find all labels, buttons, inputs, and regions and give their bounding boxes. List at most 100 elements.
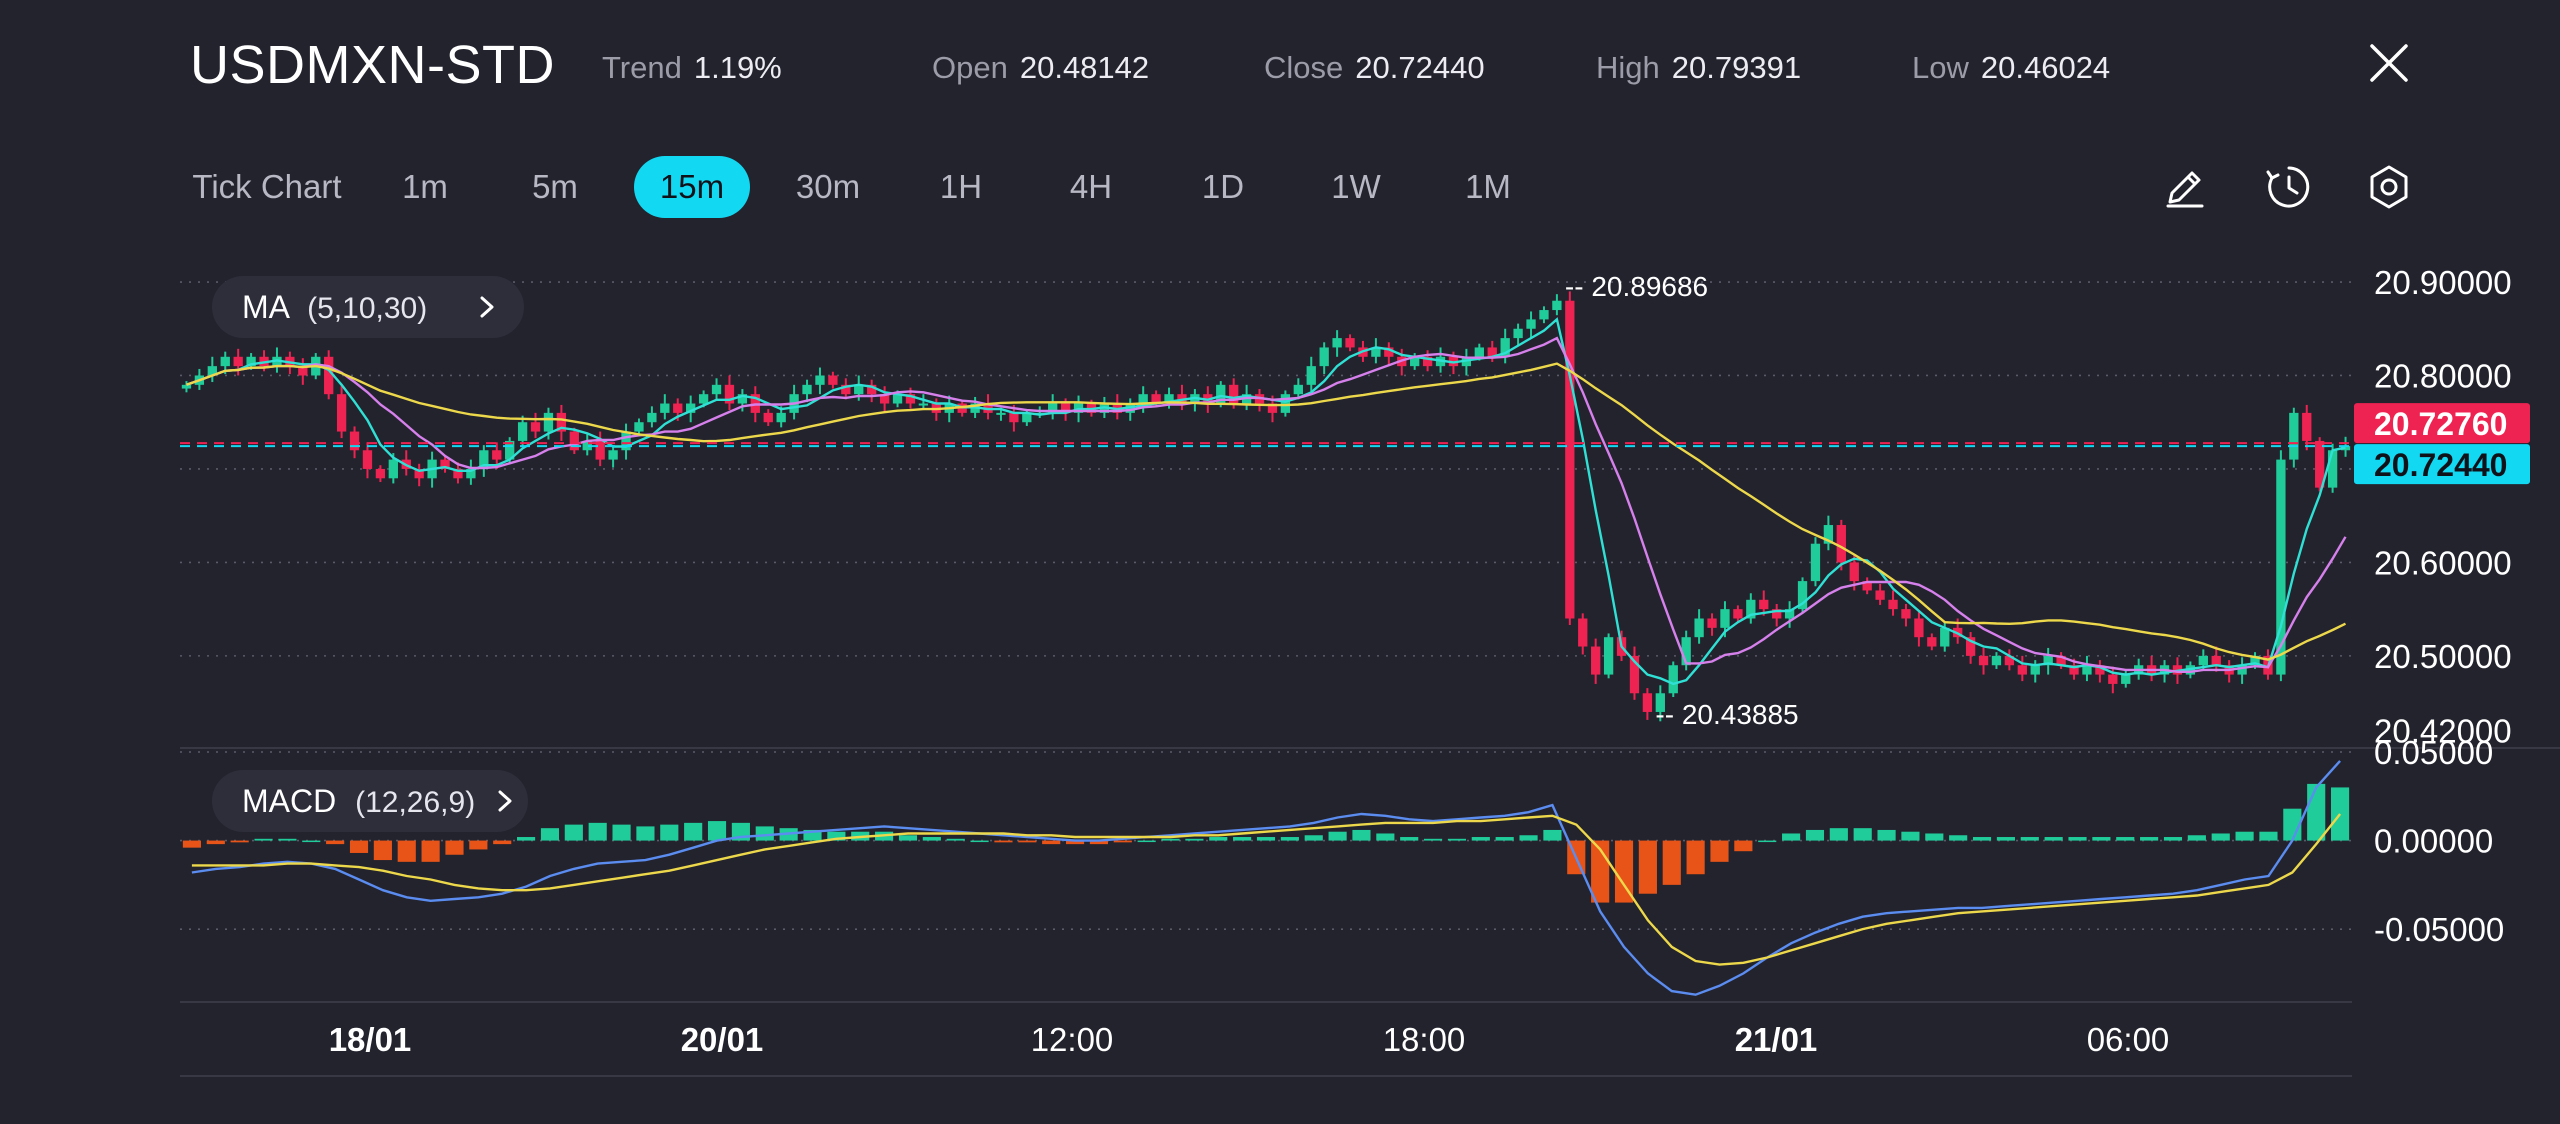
candle-body <box>698 394 709 404</box>
candle-body <box>569 431 579 451</box>
price-tag-down-bg <box>2354 403 2530 444</box>
candle-body <box>530 422 541 432</box>
price-high-annotation: -- 20.89686 <box>1565 271 1708 302</box>
macd-histogram-bar <box>2187 835 2206 841</box>
candle-body <box>1474 347 1484 357</box>
macd-histogram-bar <box>206 840 225 845</box>
candle-body <box>543 412 554 432</box>
macd-histogram-bar <box>1519 835 1538 841</box>
macd-histogram-bar <box>540 828 560 841</box>
candle-body <box>582 440 592 451</box>
candle-body <box>828 375 838 385</box>
candle-body <box>1746 599 1756 619</box>
macd-histogram-bar <box>1089 840 1108 845</box>
candle-body <box>660 403 670 413</box>
macd-axis-tick-label: 0.05000 <box>2374 734 2493 771</box>
tab-1w[interactable]: 1W <box>1331 168 1381 205</box>
candle-body <box>2108 674 2118 684</box>
tab-4h[interactable]: 4H <box>1069 168 1113 205</box>
candle-body <box>349 431 360 451</box>
macd-histogram-bar <box>1233 837 1252 841</box>
tab-5m[interactable]: 5m <box>532 168 578 205</box>
settings-icon[interactable] <box>2364 162 2414 212</box>
macd-histogram-bar <box>1209 837 1228 841</box>
macd-histogram-bar <box>1424 838 1443 841</box>
macd-histogram-bar <box>1853 828 1872 841</box>
macd-axis-tick-label: -0.05000 <box>2374 911 2504 948</box>
candle-body <box>1978 655 1989 666</box>
tab-1h[interactable]: 1H <box>939 168 983 205</box>
ma-params: (5,10,30) <box>307 292 428 325</box>
candle-body <box>517 422 528 441</box>
candle-body <box>854 384 864 395</box>
candle-body <box>634 422 644 432</box>
trend-value: 1.19% <box>693 50 782 85</box>
candle-body <box>737 394 748 404</box>
macd-histogram-bar <box>1758 840 1777 843</box>
candle-body <box>1229 384 1239 404</box>
candle-body <box>1513 328 1523 339</box>
macd-histogram-bar <box>493 840 512 845</box>
tab-15m[interactable]: 15m <box>634 156 750 218</box>
price-tag-current: 20.72440 <box>2374 447 2507 483</box>
time-axis-tick-label: 21/01 <box>1735 1021 1818 1058</box>
candle-body <box>233 356 243 367</box>
candle-body <box>246 356 256 367</box>
tab-1mo[interactable]: 1M <box>1465 168 1511 205</box>
close-icon[interactable] <box>2368 42 2410 84</box>
macd-histogram-bar <box>1614 840 1634 903</box>
candle-body <box>466 468 476 479</box>
macd-indicator-pill[interactable]: MACD (12,26,9) <box>212 770 528 832</box>
macd-histogram-bar <box>1065 840 1085 845</box>
macd-histogram-bar <box>1304 835 1323 841</box>
tab-tick-chart[interactable]: Tick Chart <box>192 168 342 205</box>
candle-body <box>1629 655 1640 694</box>
macd-histogram-bar <box>326 840 345 845</box>
candle-body <box>1991 655 2002 666</box>
macd-histogram-bar <box>421 840 440 862</box>
price-axis-tick-label: 20.42000 <box>2374 713 2512 750</box>
candle-body <box>1836 525 1846 563</box>
candle-body <box>2289 412 2299 460</box>
candle-body <box>2237 665 2247 675</box>
low-label: Low <box>1912 50 1969 85</box>
macd-histogram-bar <box>1256 837 1276 841</box>
candle-body <box>996 412 1006 415</box>
macd-histogram-bar <box>946 838 965 841</box>
ma-indicator-pill[interactable]: MA (5,10,30) <box>212 276 524 338</box>
chevron-right-icon <box>480 296 494 318</box>
high-label: High <box>1596 50 1660 85</box>
macd-histogram-bar <box>827 831 846 841</box>
macd-line-dif <box>191 760 2341 996</box>
macd-histogram-bar <box>1734 840 1753 852</box>
clock-icon[interactable] <box>2264 162 2314 212</box>
candle-body <box>1759 599 1769 610</box>
macd-histogram-bar <box>1018 840 1037 843</box>
tab-1d[interactable]: 1D <box>1201 168 1245 205</box>
candle-body <box>505 440 515 460</box>
candle-body <box>1410 356 1420 367</box>
candle-body <box>1280 394 1291 413</box>
candle-body <box>1306 366 1316 385</box>
candle-body <box>2315 440 2325 488</box>
macd-histogram-bar <box>684 822 703 841</box>
candle-body <box>1009 412 1019 423</box>
price-axis-tick-label: 20.50000 <box>2374 638 2512 675</box>
candle-body <box>841 384 851 395</box>
macd-histogram-bar <box>278 838 297 841</box>
macd-histogram-bar <box>254 838 273 841</box>
price-tag-current-bg <box>2354 444 2530 485</box>
candle-body <box>1552 300 1562 311</box>
macd-histogram-bar <box>1352 829 1371 841</box>
candle-body <box>711 384 722 395</box>
pencil-icon[interactable] <box>2160 162 2210 212</box>
macd-histogram-bar <box>1877 829 1896 841</box>
time-axis-tick-label: 18/01 <box>329 1021 412 1058</box>
candle-body <box>1267 403 1278 413</box>
candle-body <box>1293 384 1303 395</box>
tab-30m[interactable]: 30m <box>795 168 861 205</box>
macd-params: (12,26,9) <box>355 786 476 819</box>
candle-body <box>2276 459 2286 675</box>
tab-1m[interactable]: 1m <box>402 168 448 205</box>
